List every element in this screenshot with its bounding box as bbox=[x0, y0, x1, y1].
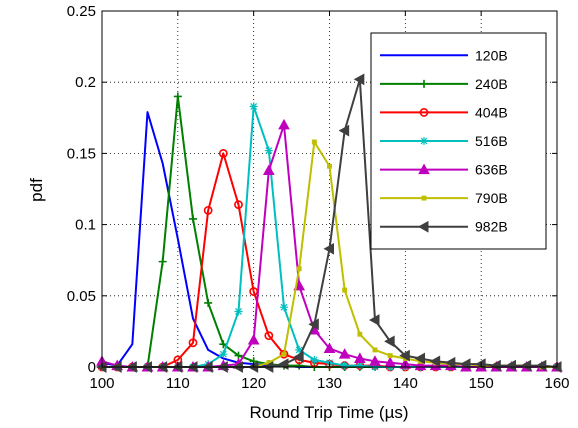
data-point bbox=[158, 257, 167, 266]
data-point bbox=[520, 359, 532, 372]
x-tick-label: 130 bbox=[317, 375, 342, 392]
data-point bbox=[295, 345, 304, 354]
grid-lines bbox=[102, 11, 557, 367]
legend-entry-120B: 120B bbox=[380, 47, 508, 63]
data-point bbox=[369, 355, 381, 366]
data-point bbox=[278, 118, 290, 130]
legend-label: 240B bbox=[475, 76, 508, 92]
x-tick-label: 100 bbox=[89, 375, 114, 392]
data-point bbox=[327, 163, 332, 169]
data-point bbox=[219, 350, 228, 359]
y-axis-title: pdf bbox=[27, 178, 46, 202]
data-point bbox=[323, 342, 336, 353]
data-point bbox=[311, 139, 317, 145]
data-point bbox=[490, 359, 501, 372]
data-point bbox=[338, 124, 350, 137]
data-point bbox=[188, 338, 198, 348]
legend-entry-240B: 240B bbox=[380, 76, 508, 92]
x-tick-label: 120 bbox=[241, 375, 266, 392]
y-tick-label: 0 bbox=[88, 359, 96, 376]
legend-label: 120B bbox=[475, 47, 508, 63]
data-point bbox=[340, 361, 349, 370]
x-tick-label: 110 bbox=[166, 375, 190, 392]
legend-label: 516B bbox=[475, 133, 508, 149]
x-tick-label: 160 bbox=[544, 375, 569, 392]
data-point bbox=[355, 361, 364, 370]
data-point bbox=[353, 73, 365, 86]
data-point bbox=[387, 353, 393, 359]
legend-label: 636B bbox=[475, 162, 508, 178]
data-point bbox=[204, 298, 213, 307]
data-point bbox=[338, 348, 351, 359]
data-point bbox=[249, 102, 258, 111]
data-point bbox=[357, 331, 363, 337]
axis-ticks: 100 110 120 130 140 150 160 0 0.05 0.1 0.15 0.2 0.25 bbox=[67, 3, 570, 392]
y-tick-label: 0.2 bbox=[75, 74, 96, 91]
data-point bbox=[342, 287, 348, 293]
y-tick-label: 0.15 bbox=[67, 145, 96, 162]
data-point bbox=[323, 242, 334, 255]
data-point bbox=[281, 351, 287, 357]
x-tick-label: 150 bbox=[469, 375, 494, 392]
data-point bbox=[505, 359, 516, 372]
legend: 120B 240B 404B 516B 636B 790B 982B bbox=[370, 32, 547, 250]
data-point bbox=[264, 331, 274, 341]
data-point bbox=[429, 355, 441, 368]
data-point bbox=[296, 266, 302, 272]
data-point bbox=[234, 307, 243, 316]
data-point bbox=[421, 195, 427, 201]
data-point bbox=[353, 352, 366, 363]
data-point bbox=[399, 349, 410, 362]
legend-entry-636B: 636B bbox=[380, 162, 508, 178]
y-tick-label: 0.1 bbox=[75, 217, 96, 234]
data-point bbox=[234, 200, 243, 210]
legend-label: 790B bbox=[475, 190, 508, 206]
data-point bbox=[218, 148, 228, 158]
data-point bbox=[308, 318, 319, 331]
legend-entry-404B: 404B bbox=[380, 104, 508, 120]
data-point bbox=[535, 359, 547, 372]
data-point bbox=[293, 351, 304, 363]
data-point bbox=[414, 352, 425, 365]
legend-entry-790B: 790B bbox=[380, 190, 508, 206]
data-point bbox=[444, 356, 456, 369]
data-point bbox=[189, 214, 197, 223]
data-point bbox=[384, 335, 395, 348]
data-point bbox=[368, 314, 380, 326]
x-tick-label: 140 bbox=[393, 375, 418, 392]
legend-entry-516B: 516B bbox=[380, 133, 508, 149]
data-point bbox=[203, 205, 213, 215]
data-point bbox=[372, 347, 378, 353]
data-point bbox=[418, 163, 430, 175]
data-point bbox=[264, 146, 273, 155]
data-point bbox=[247, 333, 260, 345]
data-point bbox=[420, 137, 428, 145]
legend-entry-982B: 982B bbox=[380, 219, 508, 235]
data-point bbox=[310, 355, 319, 364]
data-point bbox=[262, 164, 275, 175]
y-tick-label: 0.25 bbox=[67, 3, 96, 20]
legend-label: 982B bbox=[475, 219, 508, 235]
data-point bbox=[419, 108, 429, 117]
data-point bbox=[280, 303, 288, 312]
x-axis-title: Round Trip Time (µs) bbox=[249, 403, 408, 422]
data-point bbox=[417, 220, 429, 233]
y-tick-label: 0.05 bbox=[67, 288, 96, 305]
data-point bbox=[173, 92, 182, 101]
legend-label: 404B bbox=[475, 104, 508, 120]
data-point bbox=[420, 79, 428, 88]
